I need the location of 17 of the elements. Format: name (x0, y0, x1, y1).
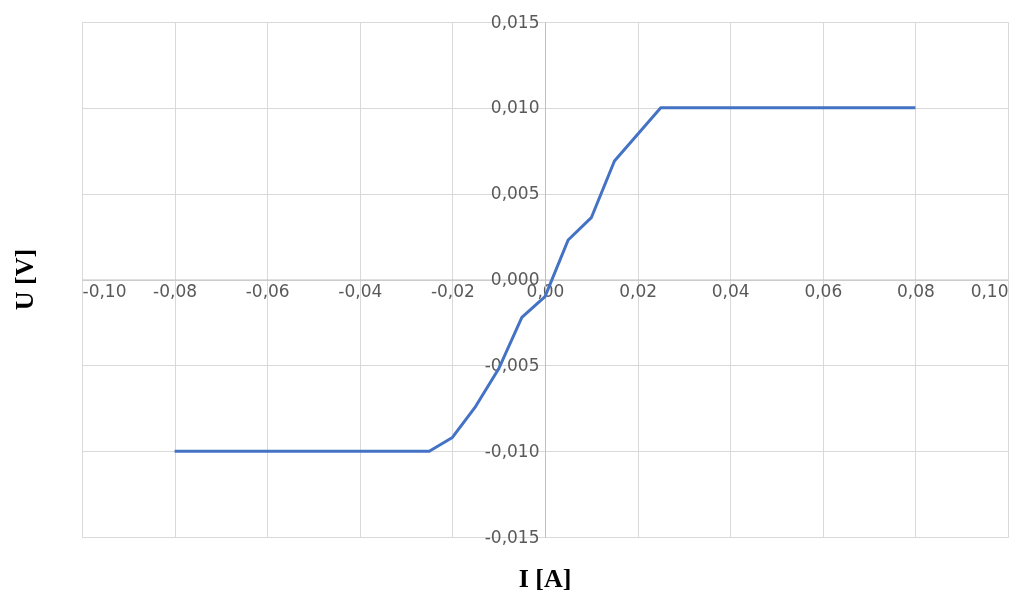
x-tick-label: -0,08 (153, 281, 198, 301)
x-tick-label: 0,08 (896, 281, 935, 301)
y-tick-label: -0,010 (484, 440, 540, 461)
x-tick-label: -0,10 (82, 281, 127, 301)
x-tick-label: 0,04 (711, 281, 750, 301)
x-tick-label: -0,06 (245, 281, 290, 301)
x-tick-label: 0,02 (619, 281, 658, 301)
x-tick-label: -0,02 (430, 281, 475, 301)
x-tick-label: -0,04 (338, 281, 383, 301)
y-tick-label: -0,015 (484, 526, 540, 547)
x-axis-title: I [A] (518, 564, 572, 593)
x-tick-label: 0,10 (970, 281, 1009, 301)
x-tick-label: 0,06 (804, 281, 843, 301)
y-tick-label: 0,015 (490, 11, 540, 32)
y-axis-title: U [V] (10, 248, 39, 311)
y-tick-label: 0,010 (490, 97, 540, 118)
y-tick-label: 0,005 (490, 183, 540, 204)
